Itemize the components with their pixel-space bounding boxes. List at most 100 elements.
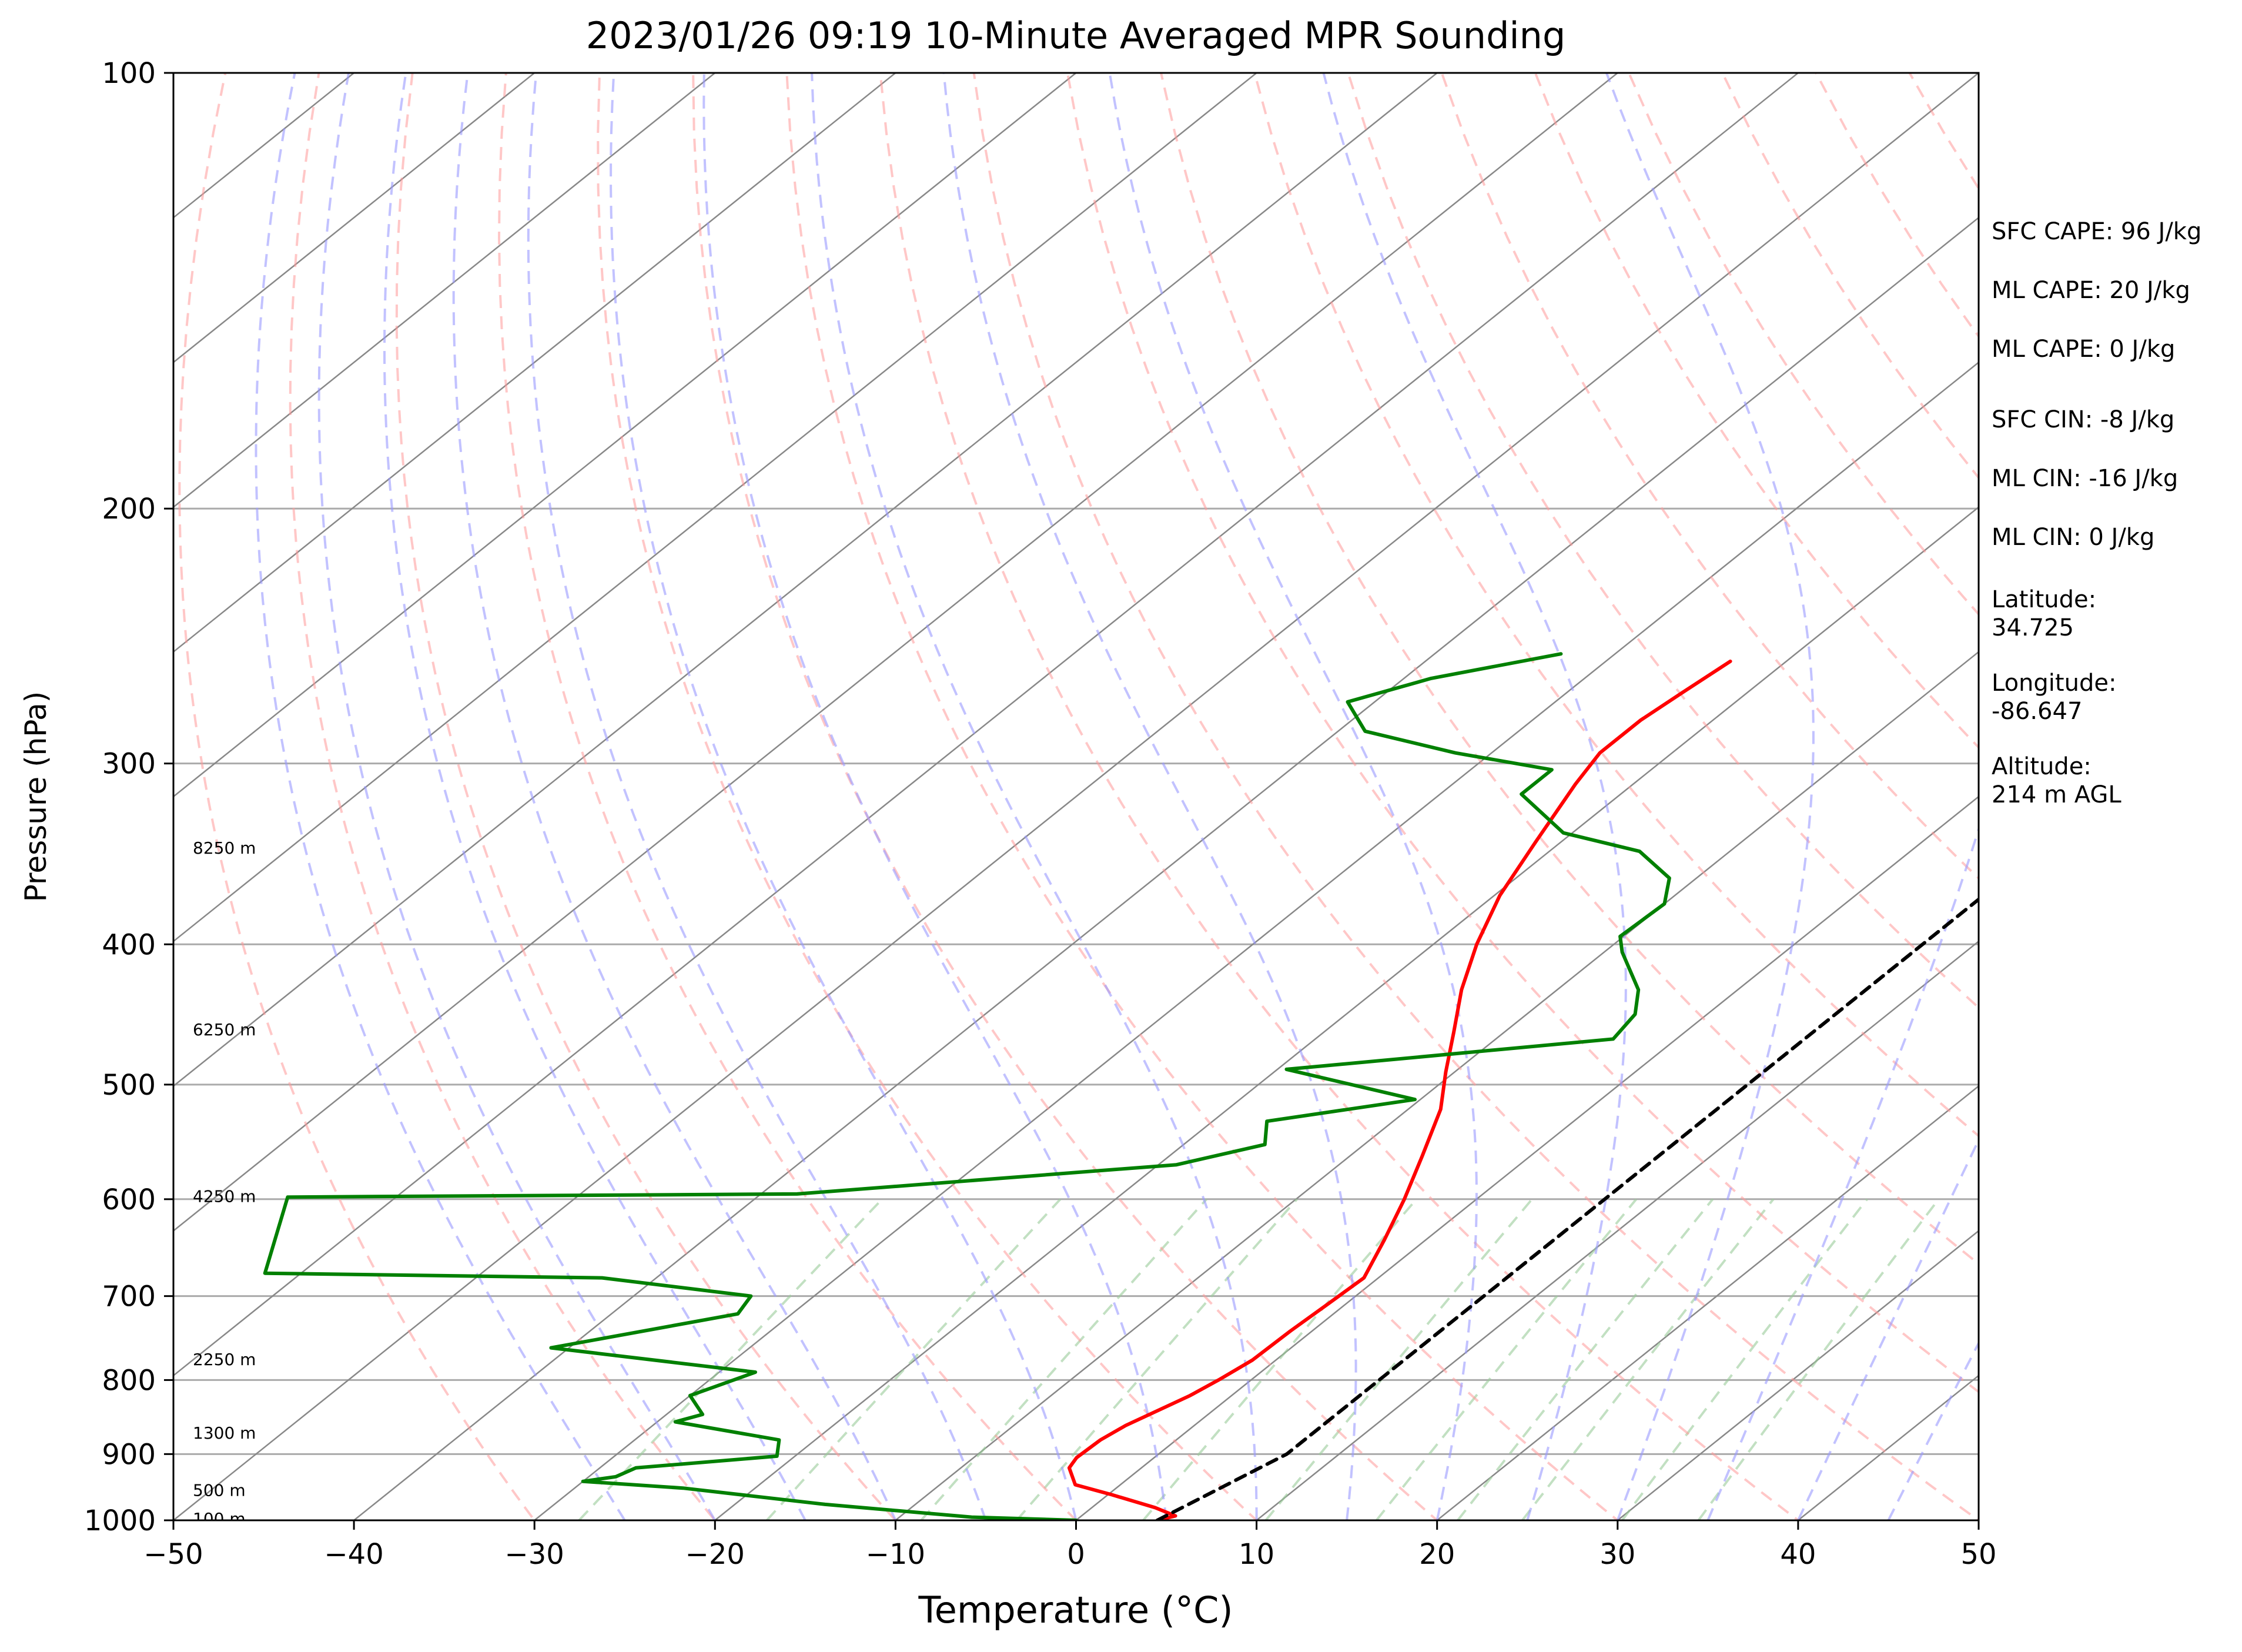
moist-adiabat-line [811, 73, 1258, 1520]
dewpoint-line [263, 652, 1671, 1520]
isotherm-line [534, 361, 1979, 1520]
isotherm-line [714, 506, 1979, 1520]
dry-adiabat-line [1440, 73, 1979, 880]
mixing-ratio-line [1697, 1198, 1940, 1520]
y-axis-ticks: 100 200 300 400 500 600 700 800 900 1000 [84, 57, 173, 1537]
x-tick-label: −50 [143, 1538, 203, 1571]
isotherm-line [1256, 940, 1979, 1520]
height-label: 8250 m [193, 838, 256, 858]
height-label: 2250 m [193, 1350, 256, 1369]
mixing-ratio-line [766, 1198, 1062, 1520]
x-tick-label: 50 [1960, 1538, 1996, 1571]
y-tick-label: 1000 [84, 1504, 156, 1537]
y-tick-label: 500 [102, 1069, 156, 1102]
temperature-line [1067, 659, 1732, 1520]
isobar-gridlines [173, 73, 1979, 1520]
x-tick-label: 40 [1780, 1538, 1816, 1571]
height-label: 6250 m [193, 1020, 256, 1039]
x-tick-label: −30 [505, 1538, 564, 1571]
isotherm-lines [173, 73, 1979, 1520]
y-tick-label: 200 [102, 493, 156, 526]
dry-adiabat-line [879, 73, 1801, 1520]
dry-adiabat-line [1160, 73, 1979, 1266]
dry-adiabat-line [785, 73, 1619, 1520]
dry-adiabat-line [972, 73, 1979, 1520]
latitude-label: Latitude: [1992, 586, 2097, 613]
y-tick-label: 700 [102, 1280, 156, 1313]
height-label: 4250 m [193, 1186, 256, 1206]
x-tick-label: 0 [1067, 1538, 1085, 1571]
moist-adiabat-line [1706, 73, 1979, 1520]
isotherm-line [353, 216, 1979, 1520]
y-tick-label: 600 [102, 1183, 156, 1216]
isotherm-line [173, 73, 716, 509]
y-tick-label: 800 [102, 1364, 156, 1397]
x-tick-label: −10 [866, 1538, 925, 1571]
isotherm-line [173, 73, 1077, 798]
sfc-cin-text: SFC CIN: -8 J/kg [1992, 406, 2175, 433]
altitude-value: 214 m AGL [1992, 781, 2121, 808]
dry-adiabat-line [395, 73, 898, 1520]
moist-adiabat-line [1797, 1137, 1979, 1520]
moist-adiabat-line [610, 73, 1078, 1520]
y-tick-label: 300 [102, 748, 156, 781]
isotherm-line [173, 73, 1799, 1377]
ml-cape-text: ML CAPE: 20 J/kg [1992, 277, 2190, 304]
y-tick-label: 100 [102, 57, 156, 90]
isotherm-line [173, 73, 535, 364]
moist-adiabat-line [1322, 73, 1627, 1520]
x-tick-label: 30 [1599, 1538, 1635, 1571]
isotherm-line [895, 651, 1979, 1520]
x-axis-label: Temperature (°C) [918, 1589, 1233, 1631]
moist-adiabat-line [255, 73, 626, 1520]
isotherm-line [173, 73, 896, 653]
mixing-ratio-line [1521, 1198, 1775, 1520]
height-label: 500 m [193, 1481, 246, 1500]
x-tick-label: −20 [685, 1538, 745, 1571]
latitude-value: 34.725 [1992, 614, 2074, 641]
x-axis-ticks: −50 −40 −30 −20 −10 0 10 20 30 40 50 [143, 1520, 1997, 1571]
moist-adiabat-line [527, 73, 987, 1520]
y-axis-label: Pressure (hPa) [19, 691, 53, 902]
dry-adiabat-line [597, 73, 1259, 1520]
dry-adiabat-lines [178, 73, 1979, 1520]
sfc-cape-text: SFC CAPE: 96 J/kg [1992, 218, 2202, 245]
dry-adiabat-line [178, 73, 536, 1520]
dry-adiabat-line [1066, 73, 1979, 1393]
mixing-ratio-line [578, 1198, 884, 1520]
mu-cape-text: ML CAPE: 0 J/kg [1992, 336, 2176, 363]
moist-adiabat-line [1605, 73, 1815, 1520]
sounding-info-panel: SFC CAPE: 96 J/kg ML CAPE: 20 J/kg ML CA… [1992, 218, 2238, 809]
x-tick-label: −40 [324, 1538, 383, 1571]
moist-adiabat-line [383, 73, 807, 1520]
mixing-ratio-line [920, 1198, 1207, 1520]
ml-cin-text: ML CIN: -16 J/kg [1992, 465, 2179, 492]
isotherm-line [173, 73, 1438, 1088]
isotherm-line [173, 73, 1979, 1520]
altitude-label: Altitude: [1992, 753, 2092, 780]
isotherm-line [173, 73, 1257, 942]
y-tick-label: 900 [102, 1438, 156, 1471]
isotherm-line [173, 73, 1618, 1232]
longitude-label: Longitude: [1992, 670, 2117, 697]
x-tick-label: 10 [1239, 1538, 1274, 1571]
mixing-ratio-line [1457, 1198, 1714, 1520]
mixing-ratio-line [1376, 1198, 1638, 1520]
longitude-value: -86.647 [1992, 698, 2083, 725]
dry-adiabat-line [497, 73, 1078, 1520]
moist-adiabat-line [1887, 1340, 1979, 1520]
sounding-series [263, 652, 1979, 1520]
y-tick-label: 400 [102, 928, 156, 961]
moist-adiabat-line [317, 73, 717, 1520]
mu-cin-text: ML CIN: 0 J/kg [1992, 524, 2155, 551]
moist-adiabat-lines [255, 73, 1979, 1520]
parcel-line [1155, 897, 1979, 1520]
height-labels: 8250 m 6250 m 4250 m 2250 m 1300 m 500 m 100 m [193, 838, 256, 1520]
isotherm-line [1436, 1085, 1979, 1520]
isotherm-line [1617, 1229, 1979, 1520]
dry-adiabat-line [289, 73, 717, 1520]
chart-title: 2023/01/26 09:19 10-Minute Averaged MPR … [586, 14, 1566, 57]
moist-adiabat-line [452, 73, 897, 1520]
